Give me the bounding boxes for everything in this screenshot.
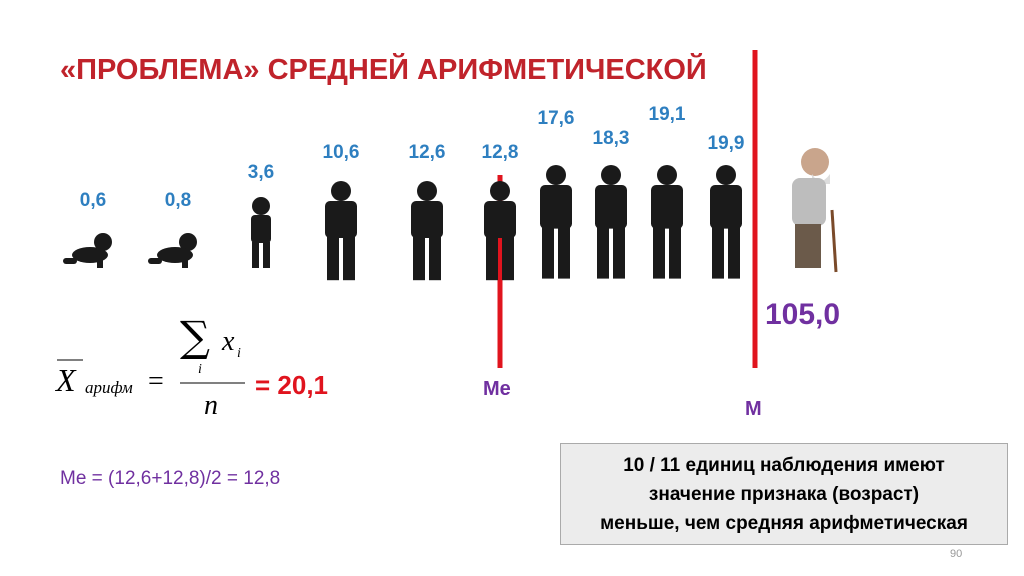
formula-subscript: арифм	[85, 378, 133, 397]
formula-xi-index: i	[237, 346, 241, 361]
formula-denominator: n	[204, 390, 218, 421]
old-man	[792, 148, 838, 273]
age-label: 12,6	[408, 142, 446, 163]
person-silhouette	[148, 233, 197, 268]
formula-xi: x	[222, 326, 235, 357]
person-silhouette	[540, 165, 572, 279]
person-silhouette	[411, 181, 443, 281]
person-silhouette	[651, 165, 683, 279]
formula-sum-index: i	[198, 362, 202, 377]
person-silhouette	[484, 181, 516, 281]
age-label: 0,6	[79, 190, 107, 211]
age-label: 12,8	[481, 142, 519, 163]
person-silhouette	[63, 233, 112, 268]
age-label: 19,1	[648, 104, 686, 125]
median-formula: Me = (12,6+12,8)/2 = 12,8	[60, 468, 281, 489]
age-label: 3,6	[247, 162, 275, 183]
note-line: меньше, чем средняя арифметическая	[600, 512, 968, 534]
age-label: 19,9	[707, 133, 745, 154]
age-label: 10,6	[322, 142, 360, 163]
person-silhouette	[251, 197, 271, 268]
formula-x: X	[56, 362, 76, 398]
mean-label: M	[745, 398, 762, 420]
formula-sum: ∑	[180, 312, 210, 361]
age-label: 0,8	[164, 190, 192, 211]
formula-result: = 20,1	[255, 370, 329, 400]
age-label: 17,6	[537, 108, 575, 129]
age-label: 18,3	[592, 128, 630, 149]
person-silhouette	[710, 165, 742, 279]
median-label: Me	[483, 378, 511, 400]
formula-equals: =	[148, 366, 164, 397]
note-line: 10 / 11 единиц наблюдения имеют	[623, 454, 945, 476]
note-box: 10 / 11 единиц наблюдения имеют значение…	[560, 443, 1008, 545]
note-line: значение признака (возраст)	[648, 483, 920, 505]
person-silhouette	[325, 181, 357, 281]
person-silhouette	[595, 165, 627, 279]
page-number: 90	[950, 548, 963, 560]
title: «ПРОБЛЕМА» СРЕДНЕЙ АРИФМЕТИЧЕСКОЙ	[60, 54, 707, 86]
outlier-label: 105,0	[765, 298, 841, 331]
